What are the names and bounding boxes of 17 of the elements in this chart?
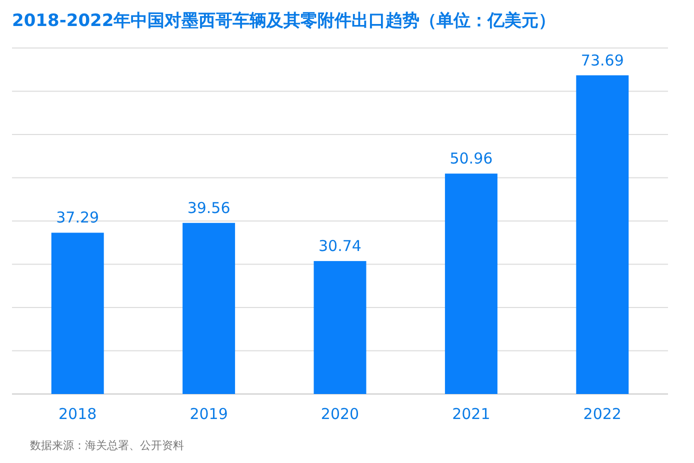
bar xyxy=(314,261,366,394)
bar xyxy=(51,232,104,394)
data-label: 30.74 xyxy=(318,237,362,256)
data-label: 39.56 xyxy=(187,198,230,217)
x-tick-label: 2022 xyxy=(583,405,622,423)
data-label: 50.96 xyxy=(450,150,493,168)
data-label: 37.29 xyxy=(56,208,100,227)
x-tick-label: 2021 xyxy=(452,405,490,423)
x-tick-label: 2018 xyxy=(58,405,97,423)
bar xyxy=(182,222,236,394)
chart-title: 2018-2022年中国对墨西哥车辆及其零附件出口趋势（单位：亿美元） xyxy=(12,11,556,31)
bar xyxy=(444,174,498,394)
data-label: 73.69 xyxy=(580,51,624,70)
bar xyxy=(576,75,629,394)
x-tick-label: 2019 xyxy=(190,405,228,423)
source-note: 数据来源：海关总署、公开资料 xyxy=(30,439,184,452)
x-tick-label: 2020 xyxy=(320,405,360,423)
